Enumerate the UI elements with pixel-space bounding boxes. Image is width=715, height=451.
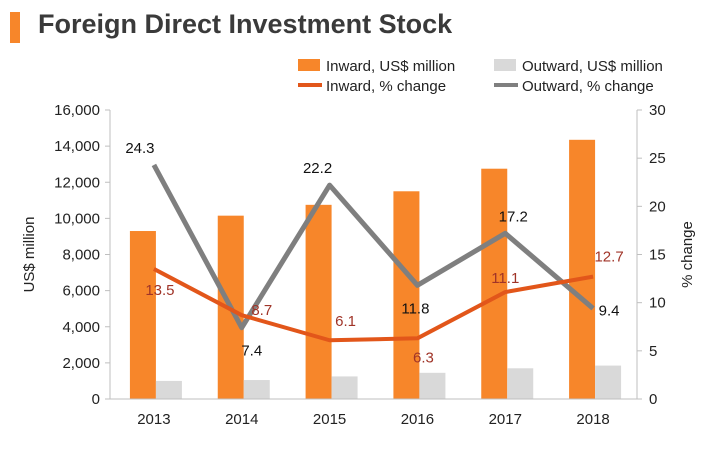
outward-pct-line xyxy=(151,163,595,331)
outward-pct-label: 7.4 xyxy=(241,343,262,360)
y-axis-title-left: US$ million xyxy=(21,217,38,293)
y-tick-label-right: 25 xyxy=(649,150,666,167)
legend-label: Inward, % change xyxy=(326,78,446,95)
outward-bar xyxy=(155,380,182,399)
outward-pct-label: 24.3 xyxy=(125,140,154,157)
y-tick-label-right: 20 xyxy=(649,198,666,215)
legend-label: Outward, US$ million xyxy=(522,58,663,75)
y-tick-label-left: 12,000 xyxy=(54,174,100,191)
y-tick-label-left: 8,000 xyxy=(62,247,100,264)
inward-bar xyxy=(129,231,156,399)
x-tick-label: 2017 xyxy=(489,411,522,428)
inward-pct-label: 13.5 xyxy=(145,282,174,299)
y-tick-label-right: 5 xyxy=(649,343,657,360)
inward-bar xyxy=(569,139,596,399)
x-tick-label: 2018 xyxy=(576,411,609,428)
outward-pct-label: 11.8 xyxy=(401,300,429,317)
page-title: Foreign Direct Investment Stock xyxy=(38,9,453,39)
x-tick-label: 2014 xyxy=(225,411,258,428)
outward-bar xyxy=(419,372,446,399)
outward-bar xyxy=(507,368,534,399)
inward-pct-label: 6.3 xyxy=(413,349,434,366)
outward-pct-label: 17.2 xyxy=(499,208,528,225)
y-tick-label-left: 2,000 xyxy=(62,355,100,372)
legend-swatch xyxy=(298,59,320,71)
outward-bar xyxy=(331,376,358,399)
y-tick-label-right: 10 xyxy=(649,295,666,312)
title-accent-bar xyxy=(10,12,20,43)
y-tick-label-right: 30 xyxy=(649,102,666,119)
y-axis-title-right: % change xyxy=(679,221,696,288)
y-tick-label-right: 0 xyxy=(649,391,657,408)
x-tick-label: 2015 xyxy=(313,411,346,428)
inward-pct-label: 6.1 xyxy=(335,313,356,330)
y-tick-label-left: 4,000 xyxy=(62,319,100,336)
outward-pct-label: 22.2 xyxy=(303,160,332,177)
outward-bar xyxy=(243,380,270,399)
y-tick-label-left: 14,000 xyxy=(54,138,100,155)
y-tick-label-right: 15 xyxy=(649,247,666,264)
inward-pct-label: 12.7 xyxy=(594,249,623,266)
inward-bar xyxy=(305,204,332,399)
inward-pct-line xyxy=(152,267,594,343)
outward-pct-label: 9.4 xyxy=(599,302,620,319)
legend-label: Inward, US$ million xyxy=(326,58,455,75)
inward-pct-label: 8.7 xyxy=(251,302,272,319)
x-tick-label: 2016 xyxy=(401,411,434,428)
outward-bar xyxy=(595,365,622,399)
inward-pct-label: 11.1 xyxy=(491,270,519,287)
inward-bar xyxy=(481,168,508,399)
inward-bar xyxy=(393,191,420,399)
y-tick-label-left: 0 xyxy=(92,391,100,408)
legend-swatch xyxy=(494,59,516,71)
y-tick-label-left: 6,000 xyxy=(62,283,100,300)
x-tick-label: 2013 xyxy=(137,411,170,428)
y-tick-label-left: 10,000 xyxy=(54,210,100,227)
legend-label: Outward, % change xyxy=(522,78,654,95)
y-tick-label-left: 16,000 xyxy=(54,102,100,119)
